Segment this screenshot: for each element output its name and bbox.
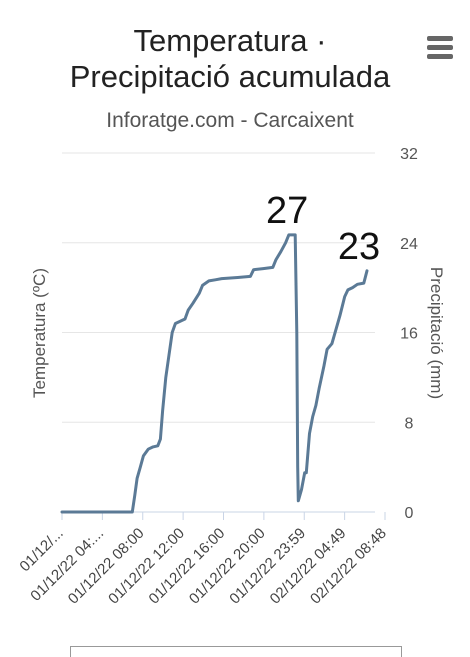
y-right-tick-label: 24 (400, 236, 418, 253)
y-right-tick-label: 8 (405, 415, 414, 432)
y-right-tick-label: 32 (400, 146, 418, 163)
data-label: 23 (338, 226, 380, 268)
temperature-line (60, 233, 369, 514)
data-label: 27 (266, 190, 308, 232)
menu-bar (427, 54, 453, 59)
chart-subtitle: Inforatge.com - Carcaixent (106, 109, 354, 132)
hamburger-menu-icon[interactable] (422, 33, 458, 63)
chart-title-line1: Temperatura · (133, 23, 327, 58)
y-right-tick-label: 0 (405, 505, 414, 522)
chart-title-line2: Precipitació acumulada (69, 59, 391, 94)
menu-bar (427, 36, 453, 41)
menu-bar (427, 45, 453, 50)
y-right-tick-label: 16 (400, 326, 418, 343)
